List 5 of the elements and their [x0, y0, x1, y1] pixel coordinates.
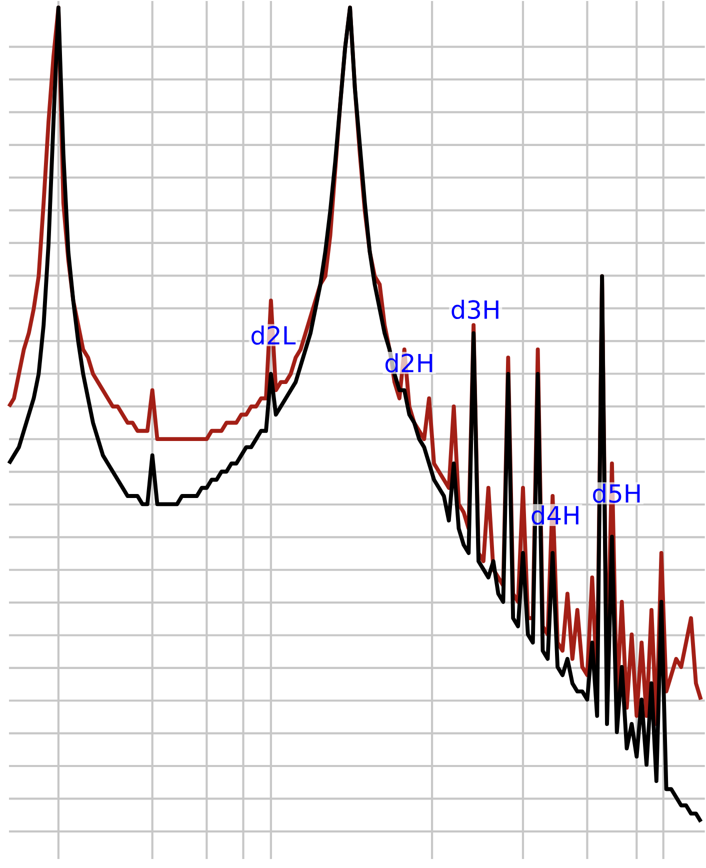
annotation: d2H — [386, 353, 432, 372]
annotation: d3H — [452, 300, 498, 320]
annotation: d5H — [593, 484, 640, 503]
annotation: d4H — [532, 505, 578, 525]
annotation: d2L — [252, 325, 296, 345]
